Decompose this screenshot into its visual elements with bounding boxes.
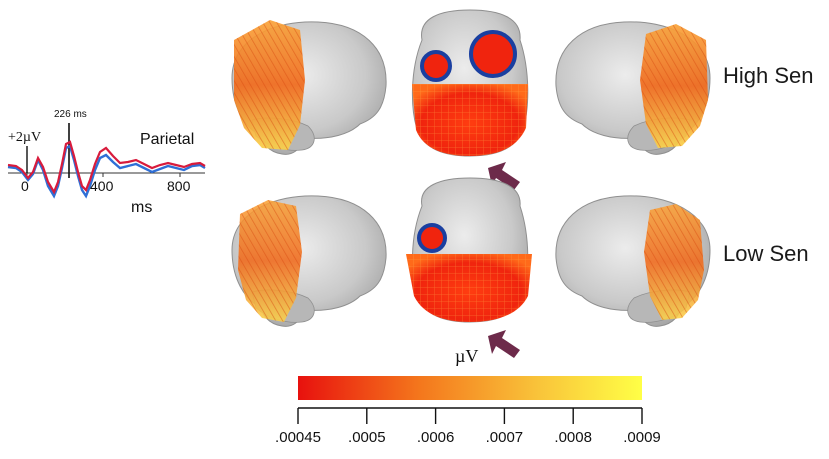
erp-amplitude-value: +2: [8, 130, 23, 145]
colorbar-tick-label: .00045: [275, 429, 321, 446]
colorbar-tick-label: .0005: [348, 429, 386, 446]
high-sen-right-lateral-brain: [555, 21, 711, 155]
erp-x-tick-label-800: 800: [167, 178, 191, 194]
colorbar-unit-label: µV: [455, 346, 479, 366]
colorbar-tick-label: .0007: [485, 429, 524, 446]
erp-x-tick-label-0: 0: [21, 178, 29, 194]
colorbar-tick-label: .0006: [416, 429, 455, 446]
colorbar-tick-label: .0008: [554, 429, 592, 446]
erp-amplitude-label: +2µV: [8, 130, 41, 146]
erp-waveform-low-sen: [7, 144, 206, 199]
high-sen-activation-circle-large: [469, 30, 517, 78]
colorbar-tick-label: .0009: [623, 429, 661, 446]
row-high-sen-brains: [231, 9, 711, 190]
erp-x-axis-label: ms: [131, 199, 153, 216]
erp-region-label: Parietal: [140, 131, 195, 148]
colorbar: [297, 376, 643, 424]
high-sen-activation-circle-small: [420, 50, 452, 82]
high-sen-inferior-brain: [411, 9, 529, 157]
erp-latency-label: 226 ms: [54, 109, 87, 120]
erp-x-tick-label-400: 400: [90, 178, 114, 194]
high-sen-arrow: [488, 162, 520, 190]
erp-amplitude-unit: µV: [22, 130, 42, 145]
row-label-high-sen: High Sen: [723, 63, 814, 88]
low-sen-inferior-brain: [406, 177, 532, 323]
low-sen-arrow: [488, 330, 520, 358]
high-sen-left-lateral-brain: [231, 20, 387, 155]
low-sen-right-lateral-brain: [555, 195, 711, 327]
colorbar-gradient: [298, 376, 642, 400]
row-low-sen-brains: [231, 177, 711, 358]
erp-waveform-high-sen: [7, 140, 206, 195]
low-sen-left-lateral-brain: [231, 195, 387, 327]
erp-inset: [7, 123, 206, 199]
row-label-low-sen: Low Sen: [723, 241, 809, 266]
low-sen-activation-circle: [417, 223, 447, 253]
colorbar-ticks: [297, 408, 643, 424]
